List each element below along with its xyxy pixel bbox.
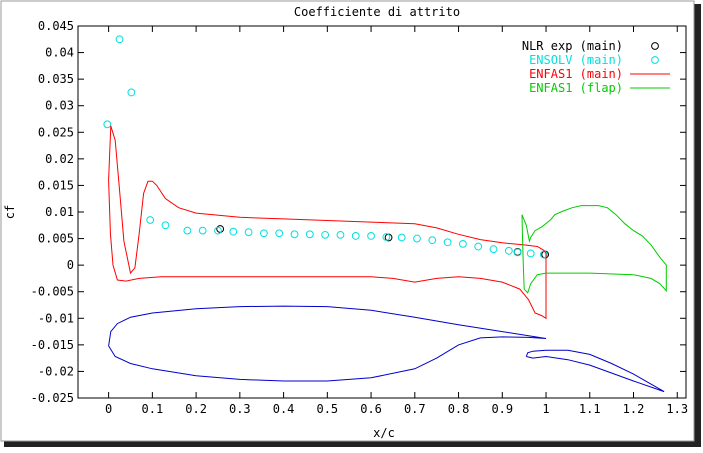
data-point [161, 221, 170, 230]
x-tick-label: 0.5 [316, 402, 338, 416]
y-tick-label: 0.015 [38, 178, 74, 192]
data-point [504, 246, 513, 255]
data-point [489, 245, 498, 254]
data-point [259, 229, 268, 238]
data-point [290, 230, 299, 239]
x-tick-label: 0.6 [360, 402, 382, 416]
x-tick-label: 1.3 [666, 402, 688, 416]
axes: 0 0.1 0.2 0.3 0.4 0.5 0.6 0.7 0.8 0.9 1 1.1 1.2 1.3 0.… [31, 19, 688, 416]
y-tick-label: -0.025 [31, 391, 74, 405]
x-tick-label: 0 [105, 402, 112, 416]
legend-marker [651, 56, 659, 64]
series-line [521, 205, 667, 294]
data-point [351, 232, 360, 240]
data-point [459, 239, 467, 248]
data-point [229, 227, 238, 236]
y-tick-label: -0.005 [31, 285, 74, 299]
data-point [305, 230, 314, 239]
y-tick-label: 0.04 [45, 46, 74, 60]
data-point [443, 238, 452, 247]
data-point [198, 226, 207, 235]
x-axis-label: x/c [373, 426, 395, 440]
series-line [108, 305, 547, 382]
data-point [336, 230, 345, 239]
data-point [183, 226, 192, 235]
data-point [428, 236, 437, 245]
chart-title: Coefficiente di attrito [294, 5, 460, 19]
legend-label: ENFAS1 (main) [529, 67, 623, 81]
window-shadow-bottom [4, 441, 701, 447]
x-tick-label: 0.2 [185, 402, 207, 416]
y-tick-label: 0.035 [38, 72, 74, 86]
data-point [127, 88, 136, 97]
data-point [146, 216, 155, 224]
x-tick-label: 0.1 [142, 402, 164, 416]
data-point [382, 233, 391, 241]
y-tick-label: 0 [67, 258, 74, 272]
y-tick-label: 0.01 [45, 205, 74, 219]
data-point [115, 35, 124, 44]
y-tick-label: 0.025 [38, 125, 74, 139]
legend-label: ENFAS1 (flap) [529, 81, 623, 95]
x-tick-label: 0.8 [448, 402, 470, 416]
data-point [474, 242, 483, 251]
series-line [108, 125, 547, 320]
data-point [275, 229, 284, 238]
x-tick-label: 1.1 [579, 402, 601, 416]
data-point [513, 248, 522, 257]
x-tick-label: 0.7 [404, 402, 426, 416]
y-tick-label: 0.03 [45, 99, 74, 113]
data-point [103, 120, 112, 129]
y-axis-label: cf [3, 205, 17, 219]
legend-label: ENSOLV (main) [529, 53, 623, 67]
data-point [526, 249, 535, 258]
x-tick-label: 0.3 [229, 402, 251, 416]
legend-marker [651, 42, 659, 50]
data-point [413, 234, 421, 243]
x-tick-label: 0.4 [273, 402, 295, 416]
series-layer [103, 35, 667, 393]
y-tick-label: -0.02 [38, 364, 74, 378]
x-tick-label: 0.9 [491, 402, 513, 416]
data-point [216, 225, 225, 233]
legend: NLR exp (main)ENSOLV (main)ENFAS1 (main)… [522, 39, 670, 95]
data-point [321, 230, 330, 239]
y-tick-label: 0.02 [45, 152, 74, 166]
data-point [367, 232, 375, 240]
y-tick-label: -0.015 [31, 338, 74, 352]
data-point [397, 233, 406, 242]
x-tick-label: 1.2 [623, 402, 645, 416]
data-point [214, 226, 222, 235]
x-tick-label: 1 [542, 402, 549, 416]
legend-label: NLR exp (main) [522, 39, 623, 53]
y-tick-label: 0.005 [38, 232, 74, 246]
window-shadow-right [694, 4, 701, 447]
data-point [244, 228, 253, 237]
y-tick-label: 0.045 [38, 19, 74, 33]
y-tick-label: -0.01 [38, 311, 74, 325]
series-line [525, 349, 665, 393]
